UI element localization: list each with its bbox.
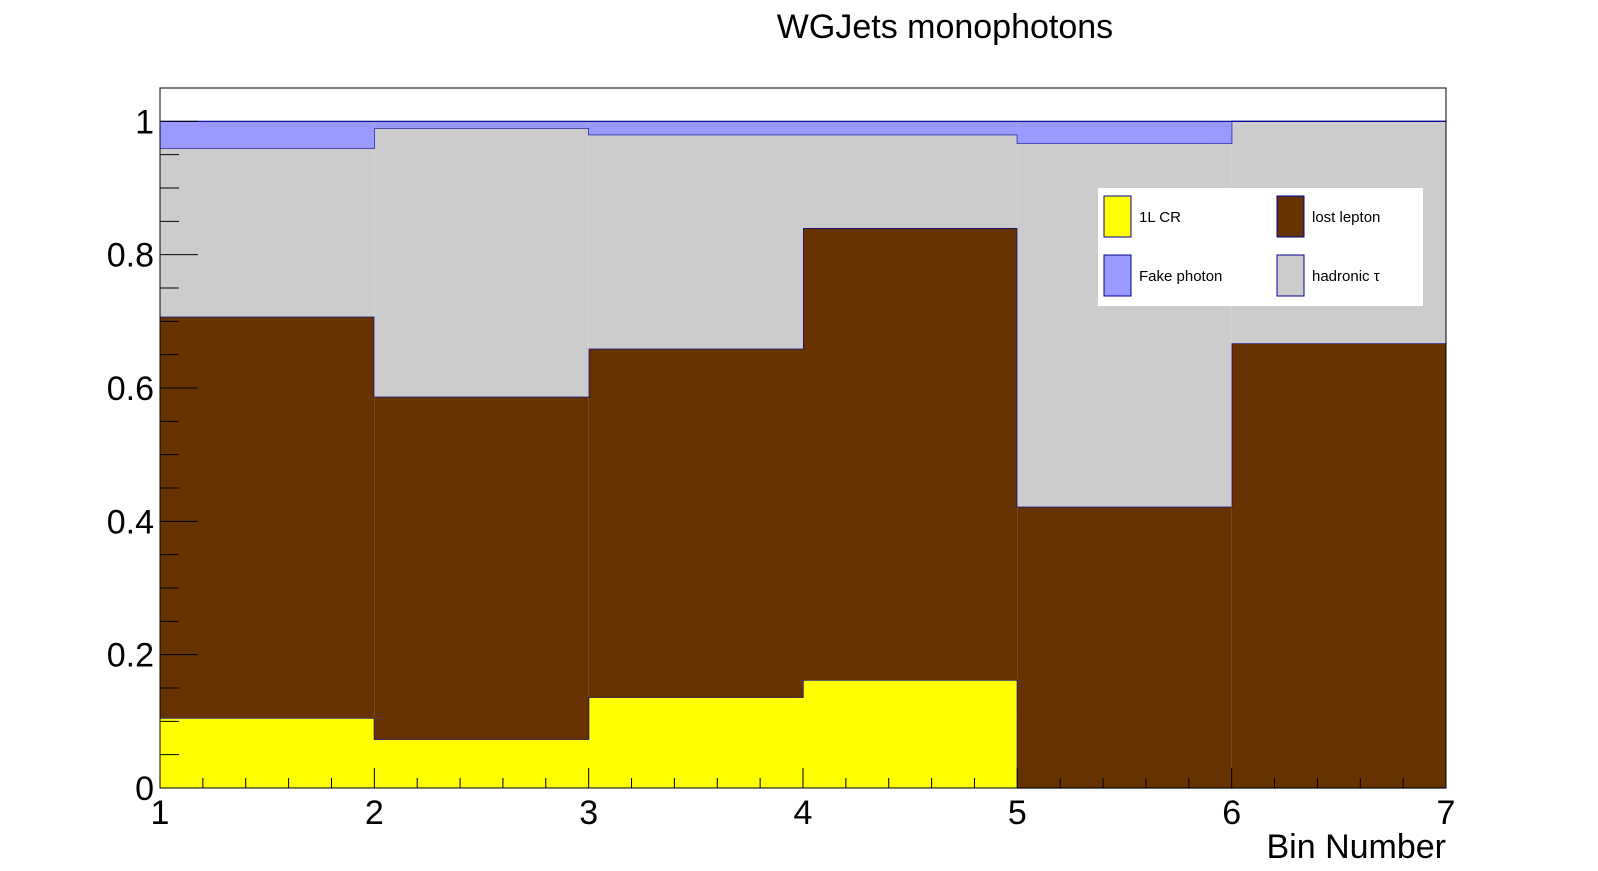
legend-swatch [1103,254,1132,297]
y-tick-label: 0.2 [107,637,154,675]
bar-lost-lepton-bin-6 [1231,343,1446,788]
x-tick-label: 5 [1008,794,1027,832]
legend: 1L CR lost lepton Fake photon hadronic τ [1098,188,1423,306]
bar-1l-cr-bin-1 [160,718,375,788]
bar-1l-cr-bin-4 [803,680,1018,788]
x-axis-title: Bin Number [1266,828,1446,866]
bar-fake-photon-bin-2 [374,121,589,128]
y-tick-label: 0.6 [107,370,154,408]
legend-box [1098,188,1423,306]
x-tick-label: 1 [151,794,170,832]
x-tick-label: 7 [1437,794,1456,832]
bar-fake-photon-bin-4 [803,121,1018,135]
axes: 1 2 3 4 5 6 7 0 0.2 0.4 0.6 0.8 1 [107,87,1456,832]
x-tick-label: 4 [794,794,813,832]
x-tick-label: 3 [579,794,598,832]
legend-swatch [1103,195,1132,238]
bar-fake-photon-bin-3 [588,121,803,135]
chart-title: WGJets monophotons [777,8,1113,46]
bar-fake-photon-bin-1 [160,121,375,148]
legend-label: lost lepton [1312,209,1380,226]
bar-lost-lepton-bin-3 [588,348,803,698]
bar-lost-lepton-bin-1 [160,316,375,718]
bar-fake-photon-bin-5 [1017,121,1232,144]
bar-hadronic--bin-1 [160,148,375,317]
y-tick-label: 0.4 [107,503,154,541]
legend-label: Fake photon [1139,268,1222,285]
histogram-bars [160,120,1446,789]
legend-label: 1L CR [1139,209,1181,226]
legend-swatch [1276,254,1305,297]
x-tick-label: 6 [1222,794,1241,832]
bar-lost-lepton-bin-5 [1017,506,1232,788]
bar-hadronic--bin-2 [374,128,589,397]
bar-hadronic--bin-4 [803,134,1018,228]
y-tick-label: 0 [135,770,154,808]
y-tick-label: 0.8 [107,237,154,275]
y-tick-label: 1 [135,103,154,141]
bar-lost-lepton-bin-4 [803,228,1018,680]
x-tick-label: 2 [365,794,384,832]
bar-hadronic--bin-3 [588,134,803,349]
legend-label: hadronic τ [1312,268,1380,285]
bar-1l-cr-bin-3 [588,697,803,788]
bar-lost-lepton-bin-2 [374,396,589,740]
bar-1l-cr-bin-2 [374,739,589,788]
legend-swatch [1276,195,1305,238]
